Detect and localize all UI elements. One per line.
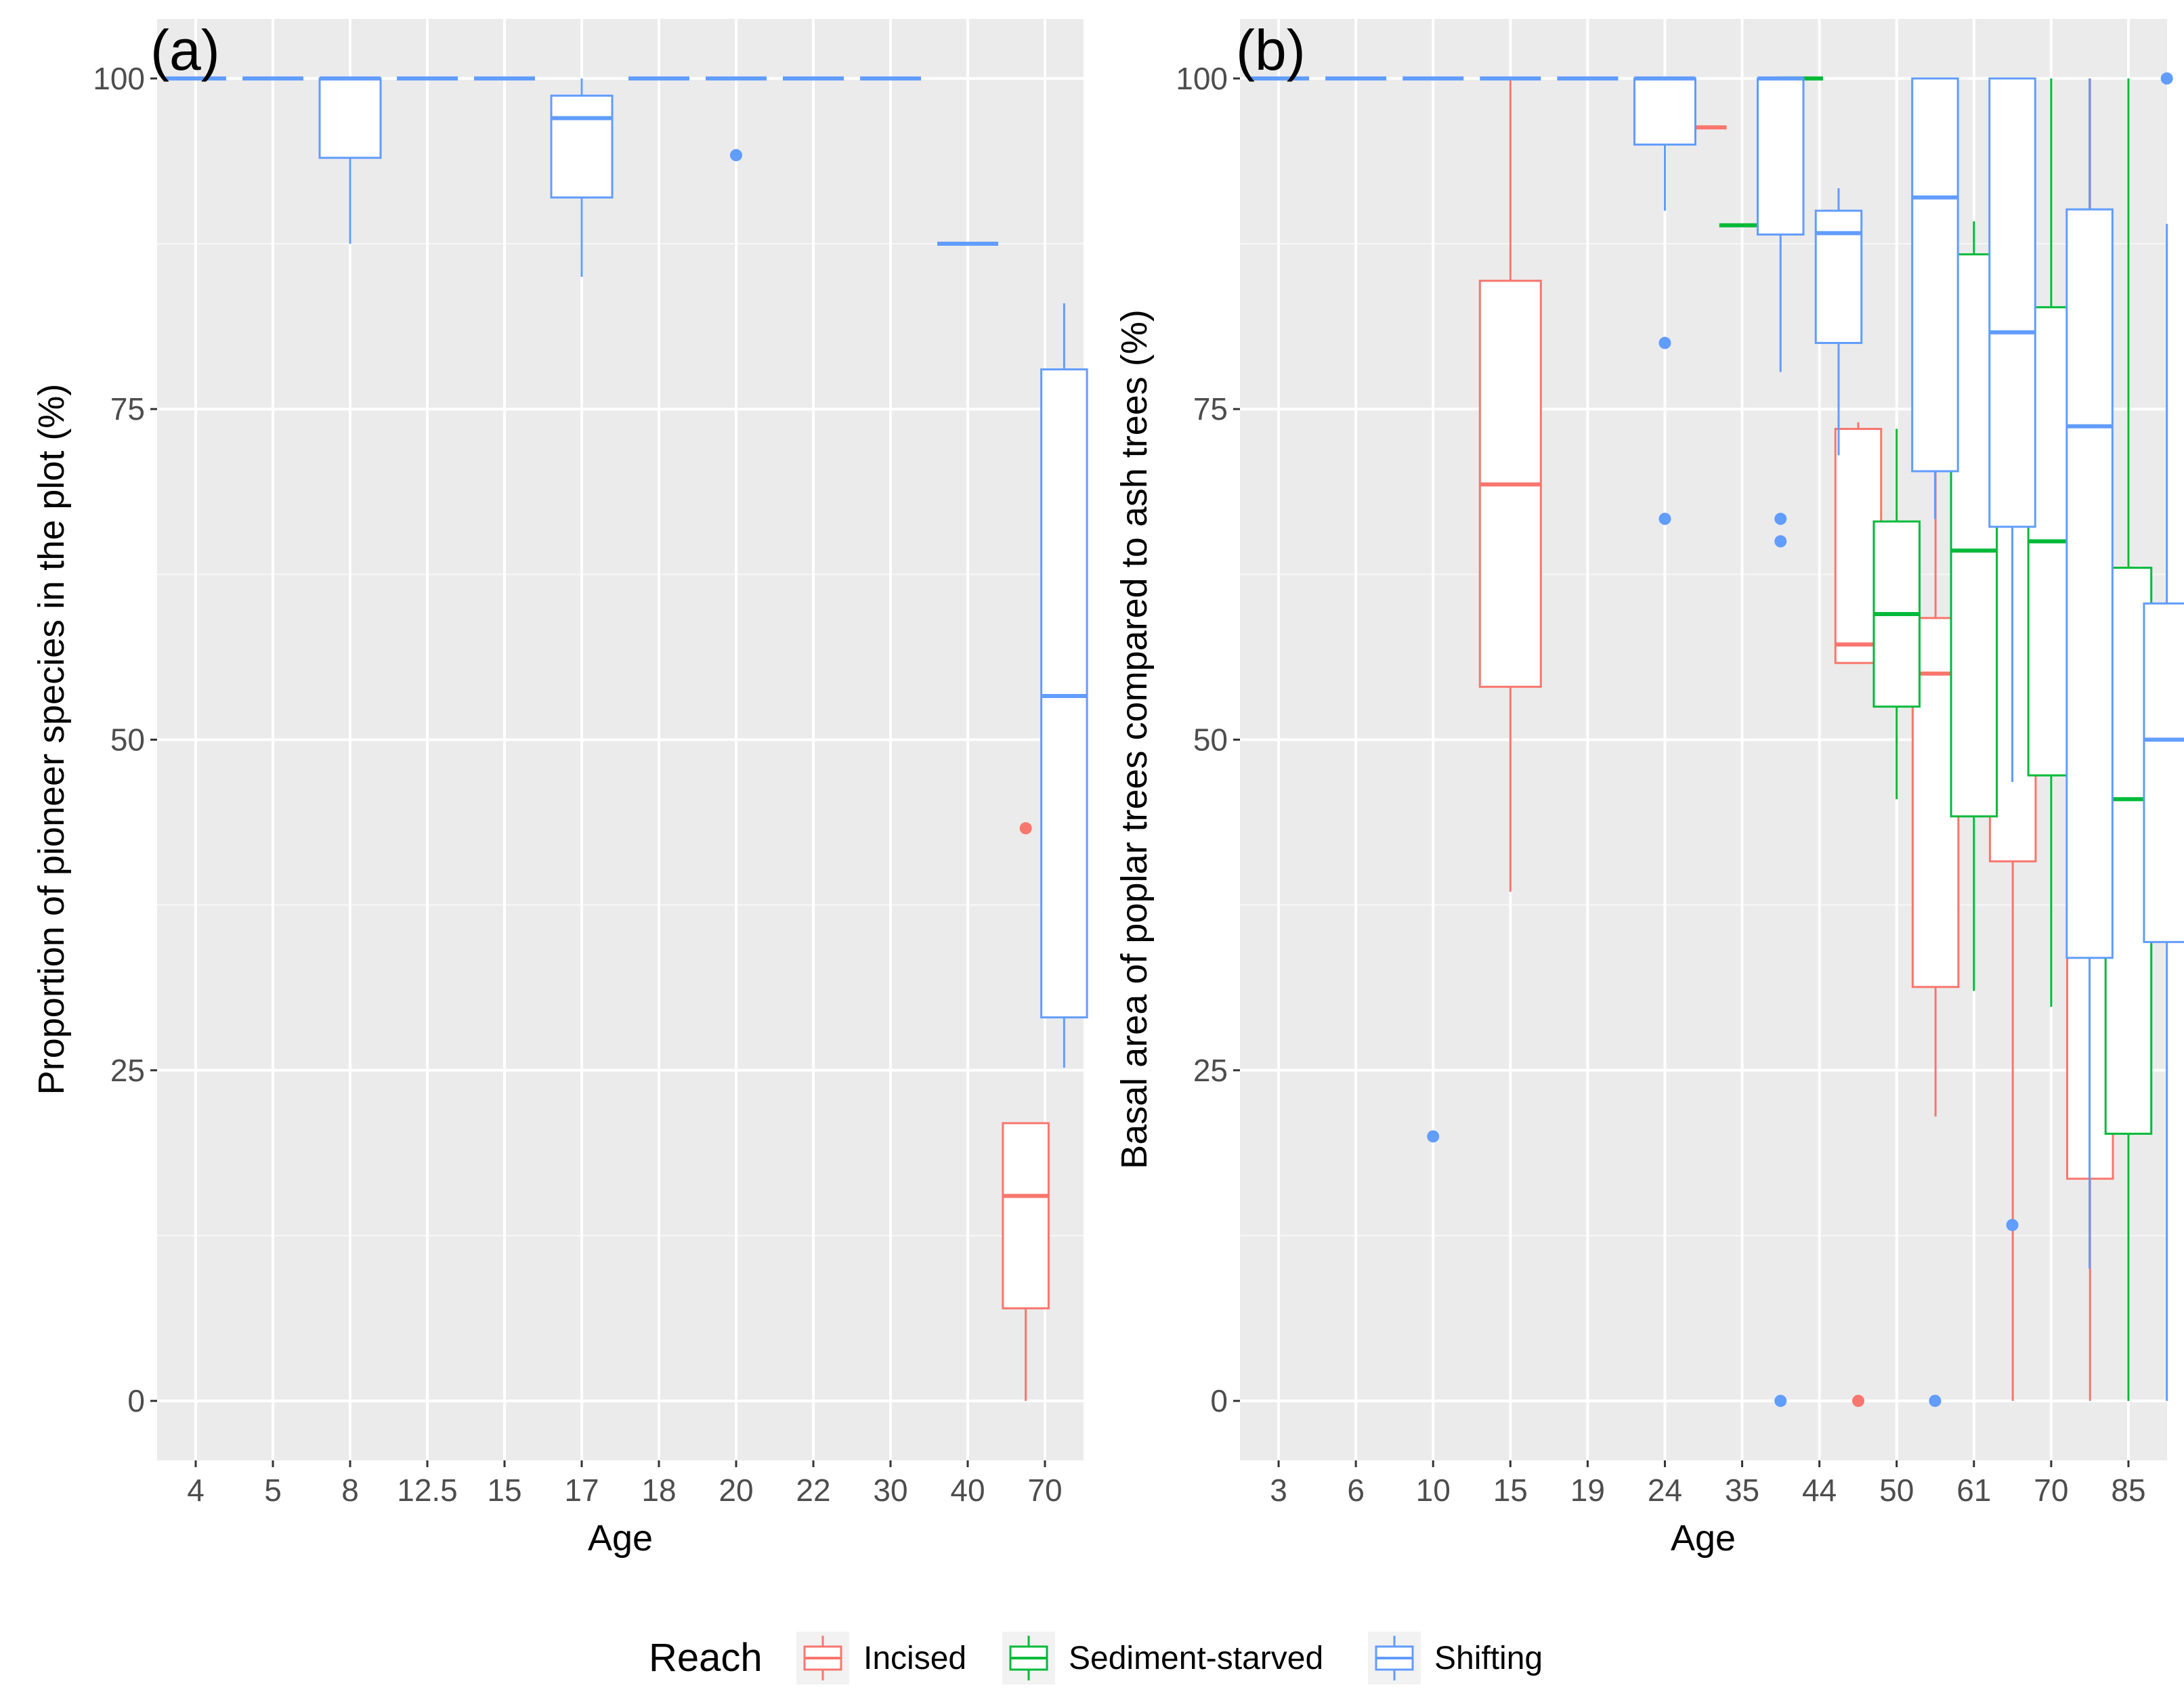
- box-shifting-age-70: [2065, 78, 2114, 1269]
- panel-a-boxes: [165, 76, 1088, 1401]
- panel-b-y-tick-label: 25: [1193, 1053, 1228, 1088]
- box-sediment-starved-age-50: [1872, 429, 1921, 800]
- panel-a-gridlines: [157, 19, 1084, 1460]
- box-shifting-age-61: [1988, 77, 2036, 1232]
- legend: Reach Incised Sediment-starved Shifting: [649, 1632, 1543, 1684]
- panel-a-x-tick-label: 40: [950, 1473, 985, 1508]
- panel-b-y-tick-label: 75: [1193, 391, 1228, 427]
- panel-b-y-tick-label: 50: [1193, 722, 1228, 758]
- box-shifting-age-17: [550, 78, 614, 277]
- panel-b-x-axis-title: Age: [1671, 1518, 1736, 1559]
- panel-b-x-axis: 3 6 10 15 19 24 35 44 50 61 70 85: [1270, 1460, 2146, 1508]
- panel-b: 0 25 50 75 100 3 6 10 15 19 24 35 44 50 61 70 85 (b) Ag…: [1114, 18, 2184, 1559]
- legend-key-shifting: [1368, 1632, 1421, 1684]
- panel-b-x-tick-label: 3: [1270, 1473, 1287, 1508]
- box-body: [1633, 77, 1696, 146]
- panel-b-x-tick-label: 35: [1725, 1473, 1759, 1508]
- panel-b-x-tick-label: 50: [1879, 1473, 1914, 1508]
- panel-a-x-tick-label: 4: [187, 1473, 205, 1508]
- legend-label-incised: Incised: [863, 1640, 966, 1676]
- outlier-point: [1852, 1395, 1865, 1408]
- legend-item-incised: Incised: [796, 1632, 966, 1684]
- outlier-point: [1774, 513, 1787, 525]
- outlier-point: [1658, 513, 1671, 525]
- box-shifting-age-44: [1814, 188, 1863, 456]
- box-shifting-age-20: [706, 76, 767, 162]
- outlier-point: [730, 149, 742, 162]
- panel-a-y-axis-title: Proportion of pioneer species in the plo…: [31, 384, 72, 1095]
- box-body: [550, 94, 614, 199]
- panel-b-y-tick-label: 100: [1176, 61, 1228, 96]
- outlier-point: [1658, 336, 1671, 349]
- box-body: [1911, 77, 1959, 473]
- legend-label-shifting: Shifting: [1434, 1640, 1543, 1676]
- box-body: [1040, 368, 1088, 1019]
- panel-b-x-tick-label: 15: [1493, 1473, 1528, 1508]
- legend-item-sediment-starved: Sediment-starved: [1002, 1632, 1323, 1684]
- legend-label-sediment-starved: Sediment-starved: [1069, 1640, 1323, 1676]
- panel-b-x-tick-label: 24: [1648, 1473, 1682, 1508]
- box-incised-age-15: [1478, 78, 1542, 892]
- panel-a-x-tick-label: 18: [641, 1473, 676, 1508]
- panel-b-x-tick-label: 61: [1956, 1473, 1991, 1508]
- panel-b-boxes: [1248, 72, 2184, 1408]
- panel-a: 0 25 50 75 100 4 5 8 12.5 15 17 18 20 22 30 40 70 (a) A…: [31, 18, 1088, 1559]
- box-body: [1002, 1122, 1050, 1309]
- panel-a-x-tick-label: 30: [873, 1473, 907, 1508]
- panel-a-x-tick-label: 8: [341, 1473, 359, 1508]
- panel-a-x-tick-label: 22: [796, 1473, 830, 1508]
- panel-b-x-tick-label: 44: [1802, 1473, 1837, 1508]
- panel-b-y-axis-title: Basal area of poplar trees compared to a…: [1114, 309, 1155, 1169]
- panel-b-x-tick-label: 6: [1347, 1473, 1365, 1508]
- box-shifting-age-70: [1040, 303, 1088, 1068]
- outlier-point: [2006, 1219, 2019, 1232]
- box-body: [1988, 77, 2036, 528]
- panel-a-x-tick-label: 12.5: [397, 1473, 458, 1508]
- panel-b-x-tick-label: 19: [1570, 1473, 1605, 1508]
- panel-a-y-tick-label: 25: [110, 1053, 145, 1088]
- panel-b-y-tick-label: 0: [1210, 1383, 1228, 1418]
- outlier-point: [1427, 1130, 1440, 1143]
- box-shifting-age-35: [1756, 76, 1805, 1408]
- panel-a-y-tick-label: 75: [110, 391, 145, 427]
- panel-b-x-tick-label: 10: [1416, 1473, 1451, 1508]
- panel-a-x-axis: 4 5 8 12.5 15 17 18 20 22 30 40 70: [187, 1460, 1063, 1508]
- box-shifting-age-50: [1911, 77, 1959, 1408]
- box-shifting-age-85: [2143, 72, 2184, 1401]
- box-body: [1756, 77, 1805, 236]
- panel-a-x-tick-label: 20: [719, 1473, 753, 1508]
- outlier-point: [1774, 535, 1787, 548]
- panel-a-y-tick-label: 100: [93, 61, 145, 96]
- outlier-point: [2160, 72, 2173, 85]
- box-body: [318, 77, 382, 159]
- panel-a-x-tick-label: 15: [487, 1473, 521, 1508]
- panel-b-x-tick-label: 70: [2034, 1473, 2068, 1508]
- box-incised-age-70: [1002, 822, 1050, 1401]
- box-shifting-age-8: [318, 76, 382, 244]
- legend-key-incised: [796, 1632, 849, 1684]
- panel-a-x-tick-label: 70: [1027, 1473, 1062, 1508]
- panel-a-x-tick-label: 17: [564, 1473, 599, 1508]
- panel-a-y-axis: 0 25 50 75 100: [93, 61, 157, 1418]
- panel-a-x-axis-title: Age: [588, 1518, 653, 1559]
- legend-item-shifting: Shifting: [1368, 1632, 1543, 1684]
- outlier-point: [1929, 1395, 1942, 1408]
- box-shifting-age-24: [1633, 76, 1696, 525]
- panel-a-y-tick-label: 0: [127, 1383, 145, 1418]
- legend-title: Reach: [649, 1636, 763, 1680]
- panel-b-label: (b): [1236, 18, 1306, 82]
- panel-a-y-tick-label: 50: [110, 722, 145, 758]
- outlier-point: [1774, 1395, 1787, 1408]
- outlier-point: [1019, 822, 1032, 835]
- box-shifting-age-10: [1403, 76, 1464, 1143]
- panel-b-y-axis: 0 25 50 75 100: [1176, 61, 1240, 1418]
- box-body: [2065, 208, 2114, 959]
- panel-a-x-tick-label: 5: [264, 1473, 282, 1508]
- legend-key-sediment-starved: [1002, 1632, 1055, 1684]
- panel-b-x-tick-label: 85: [2111, 1473, 2145, 1508]
- panel-a-label: (a): [150, 18, 220, 82]
- box-body: [1814, 209, 1863, 345]
- box-body: [2143, 602, 2184, 943]
